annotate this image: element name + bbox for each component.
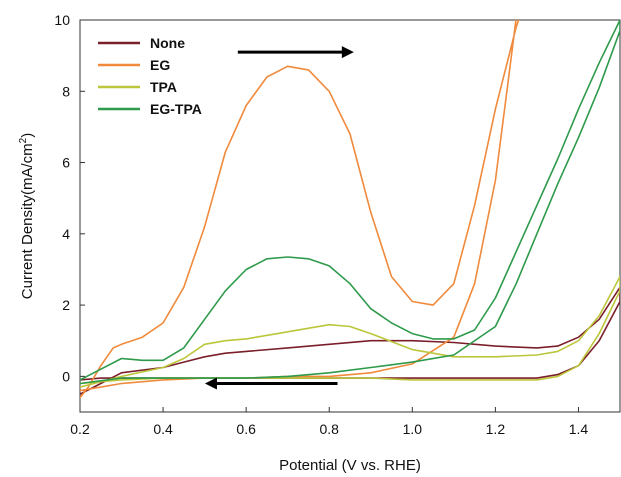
y-tick-label: 0: [62, 368, 70, 384]
x-tick-label: 1.0: [403, 421, 423, 437]
x-tick-label: 1.2: [486, 421, 506, 437]
sweep-arrow-head: [204, 377, 217, 390]
y-tick-label: 4: [62, 226, 70, 242]
y-axis-title: Current Density(mA/cm2): [18, 133, 36, 299]
series-line-eg-tpa: [80, 20, 620, 385]
x-tick-label: 1.4: [569, 421, 589, 437]
series-line-tpa: [80, 275, 620, 388]
x-tick-label: 0.6: [236, 421, 256, 437]
series-line-eg: [80, 20, 520, 399]
series-layer: [80, 20, 620, 399]
legend: None EG TPA EG-TPA: [98, 35, 202, 117]
y-axis-title-sup: 2: [18, 137, 29, 143]
plot-area: [79, 19, 621, 413]
legend-label: None: [150, 35, 185, 51]
y-axis-title-close: ): [19, 133, 36, 138]
y-axis-title-main: Current Density(mA/cm: [19, 143, 36, 299]
x-tick-label: 0.4: [153, 421, 173, 437]
legend-label: EG-TPA: [150, 101, 202, 117]
x-axis: 0.2 0.4 0.6 0.8 1.0 1.2 1.4: [70, 407, 588, 437]
y-tick-label: 8: [62, 83, 70, 99]
y-tick-label: 6: [62, 155, 70, 171]
x-tick-label: 0.2: [70, 421, 90, 437]
y-tick-label: 10: [54, 12, 70, 28]
x-tick-label: 0.8: [319, 421, 339, 437]
sweep-arrows: [204, 46, 354, 390]
x-axis-title: Potential (V vs. RHE): [279, 457, 421, 474]
y-tick-label: 2: [62, 297, 70, 313]
legend-label: EG: [150, 57, 170, 73]
legend-label: TPA: [150, 79, 177, 95]
y-axis: 0 2 4 6 8 10: [54, 12, 85, 384]
sweep-arrow-head: [341, 46, 354, 59]
